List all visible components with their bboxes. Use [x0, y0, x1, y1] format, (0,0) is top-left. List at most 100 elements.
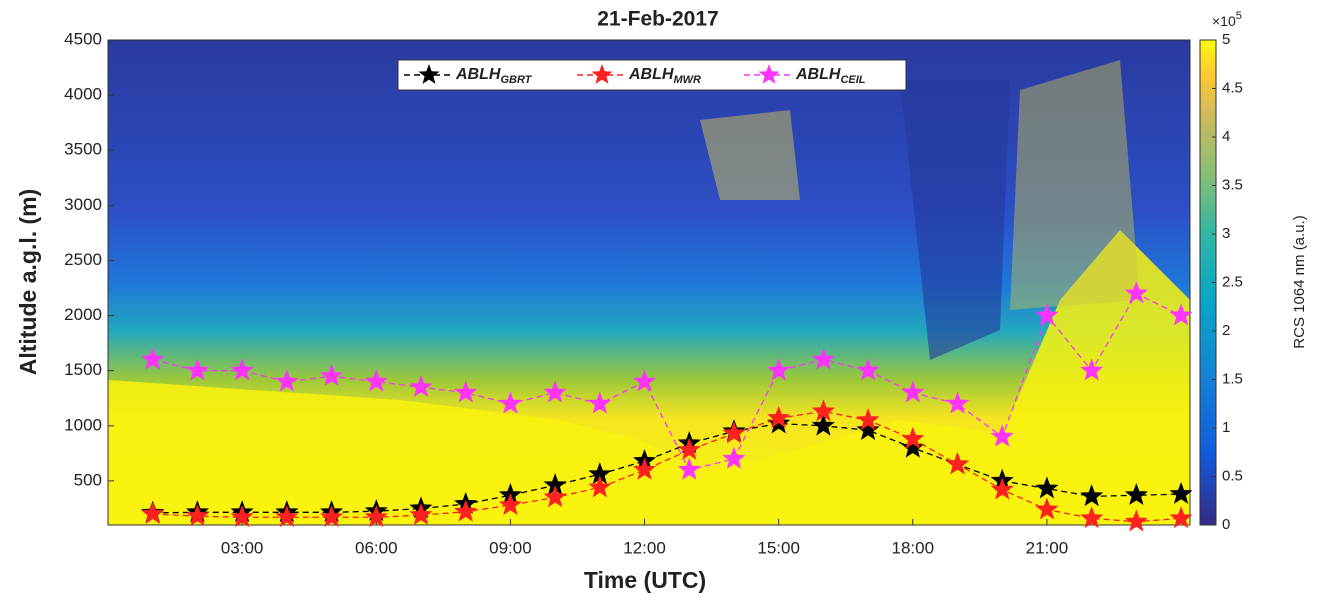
star-marker [1124, 483, 1148, 506]
star-marker [409, 375, 433, 398]
star-marker [498, 391, 522, 414]
star-marker [230, 505, 254, 528]
series-line [152, 292, 1182, 471]
colorbar-tick-label: 5 [1222, 31, 1230, 48]
star-marker [1124, 281, 1148, 304]
x-axis-label: Time (UTC) [584, 567, 706, 593]
star-marker [319, 364, 344, 387]
star-marker [543, 380, 567, 403]
y-tick-label: 3000 [64, 195, 102, 214]
y-tick-label: 1500 [64, 360, 102, 379]
legend: ABLHGBRT ABLHMWR ABLHCEIL [397, 59, 907, 91]
series-line [152, 422, 1182, 514]
legend-subscript: CEIL [840, 74, 865, 86]
legend-box [397, 59, 907, 91]
legend-subscript: GBRT [500, 74, 532, 86]
star-marker [767, 405, 791, 428]
colorbar-scale: ×105 [1212, 10, 1242, 29]
star-marker [1169, 481, 1193, 504]
star-marker [1035, 497, 1059, 520]
y-tick-label: 2500 [64, 250, 102, 269]
star-marker [677, 437, 701, 460]
y-tick-label: 4000 [64, 85, 102, 104]
star-marker [588, 391, 612, 414]
star-marker [185, 504, 209, 527]
colorbar-tick-label: 1 [1222, 419, 1230, 436]
star-marker [856, 358, 880, 381]
star-marker [1035, 303, 1059, 326]
star-marker [498, 493, 522, 516]
star-marker [767, 358, 791, 381]
colorbar-tick-label: 2 [1222, 322, 1230, 339]
star-marker [588, 475, 612, 498]
star-marker [1080, 506, 1104, 529]
star-marker [1124, 509, 1148, 532]
star-marker [141, 501, 165, 524]
x-tick-label: 06:00 [355, 538, 398, 557]
colorbar-tick-label: 0.5 [1222, 467, 1243, 484]
legend-name: ABLH [628, 66, 674, 83]
legend-marker [418, 64, 440, 84]
colorbar-label: RCS 1064 nm (a.u.) [1291, 215, 1308, 348]
star-marker [856, 408, 880, 431]
star-marker [275, 369, 299, 392]
y-tick-label: 2000 [64, 305, 102, 324]
star-marker [990, 477, 1014, 500]
star-marker [901, 380, 925, 403]
legend-marker [591, 64, 613, 84]
star-marker [1169, 506, 1193, 529]
colorbar-tick-label: 4 [1222, 128, 1230, 145]
star-marker [633, 457, 657, 480]
x-tick-label: 21:00 [1026, 538, 1069, 557]
star-marker [811, 399, 835, 422]
colorbar-scale-exponent: 5 [1236, 10, 1242, 22]
legend-marker [758, 64, 780, 84]
star-marker [901, 435, 925, 458]
colorbar-tick-label: 4.5 [1222, 79, 1243, 96]
colorbar-tick-label: 2.5 [1222, 273, 1243, 290]
y-axis-label: Altitude a.g.l. (m) [15, 189, 41, 376]
star-marker [811, 347, 835, 370]
series-line [152, 410, 1182, 523]
y-tick-label: 4500 [64, 29, 102, 48]
x-tick-label: 09:00 [489, 538, 532, 557]
star-marker [901, 426, 925, 449]
plot-frame [107, 39, 1191, 526]
y-tick-label: 500 [74, 470, 102, 489]
star-marker [364, 505, 388, 528]
legend-name: ABLH [455, 66, 501, 83]
legend-name: ABLH [795, 66, 841, 83]
star-marker [1080, 358, 1104, 381]
backscatter-field [108, 40, 1190, 525]
legend-label: ABLHMWR [628, 66, 701, 86]
x-tick-label: 03:00 [221, 538, 264, 557]
colorbar-scale-base: ×10 [1212, 13, 1236, 29]
star-marker [990, 424, 1014, 447]
colorbar-tick-label: 3 [1222, 225, 1230, 242]
star-marker [945, 391, 970, 414]
y-tick-label: 1000 [64, 415, 102, 434]
x-tick-label: 15:00 [757, 538, 800, 557]
star-marker [275, 505, 299, 528]
star-marker [1035, 476, 1059, 499]
star-marker [409, 502, 433, 525]
star-marker [677, 457, 701, 480]
star-marker [722, 446, 746, 469]
star-marker [454, 380, 478, 403]
star-marker [141, 347, 165, 370]
star-marker [185, 358, 209, 381]
star-marker [945, 452, 970, 475]
star-marker [1169, 303, 1193, 326]
star-marker [722, 421, 746, 444]
star-marker [811, 413, 835, 436]
star-marker [364, 369, 388, 392]
legend-subscript: MWR [673, 74, 701, 86]
star-marker [856, 418, 880, 441]
star-marker [320, 505, 344, 528]
colorbar-tick-label: 3.5 [1222, 176, 1243, 193]
y-tick-label: 3500 [64, 140, 102, 159]
colorbar-tick-label: 1.5 [1222, 370, 1243, 387]
star-marker [230, 358, 254, 381]
chart-title: 21-Feb-2017 [597, 8, 718, 31]
